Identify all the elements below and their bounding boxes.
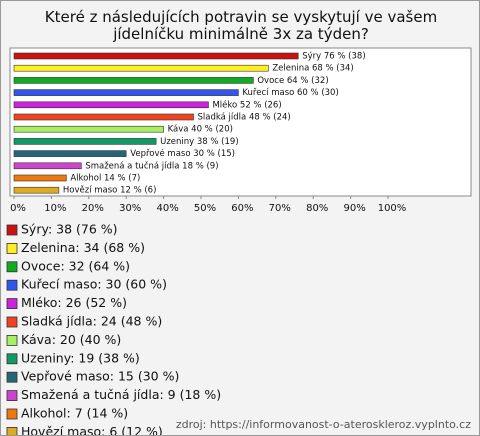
- bar: [13, 113, 194, 121]
- x-tick-label: 30%: [119, 203, 141, 214]
- bar: [13, 64, 269, 72]
- bar-label: Alkohol 14 % (7): [70, 174, 140, 184]
- bar: [13, 77, 254, 84]
- bar: [13, 52, 299, 60]
- legend-label: Káva: 20 (40 %): [21, 332, 121, 347]
- bar: [13, 138, 157, 145]
- legend-swatch: [6, 298, 18, 310]
- bar-label: Mléko 52 % (26): [212, 99, 281, 110]
- legend-label: Vepřové maso: 15 (30 %): [21, 369, 179, 384]
- legend-label: Mléko: 26 (52 %): [21, 295, 127, 310]
- bar-label: Sýry 76 % (38): [302, 52, 365, 62]
- legend-swatch: [6, 242, 18, 254]
- legend-label: Sladká jídla: 24 (48 %): [21, 314, 162, 329]
- legend-label: Sýry: 38 (76 %): [21, 222, 118, 237]
- x-tick-label: 50%: [194, 203, 216, 214]
- bar-label: Zelenina 68 % (34): [272, 64, 353, 74]
- bar: [13, 174, 67, 182]
- x-tick-label: 60%: [231, 203, 253, 214]
- x-tick-label: 10%: [44, 203, 66, 214]
- x-tick-label: 20%: [82, 203, 104, 214]
- x-tick-label: 70%: [269, 203, 291, 214]
- bar-label: Sladká jídla 48 % (24): [198, 113, 291, 123]
- legend-label: Hovězí maso: 6 (12 %): [21, 424, 163, 435]
- legend-label: Smažená a tučná jídla: 9 (18 %): [21, 387, 221, 402]
- bar: [13, 150, 127, 157]
- legend-swatch: [6, 353, 18, 365]
- legend-label: Ovoce: 32 (64 %): [21, 258, 130, 273]
- bar-label: Smažená a tučná jídla 18 % (9): [85, 160, 218, 171]
- plot-frame: [9, 47, 472, 197]
- x-tick-label: 40%: [156, 203, 178, 214]
- legend-swatch: [6, 334, 18, 346]
- bar: [13, 101, 209, 109]
- x-tick-label: 90%: [343, 203, 365, 214]
- legend-swatch: [6, 224, 18, 236]
- legend-swatch: [6, 390, 18, 402]
- bar: [13, 89, 239, 96]
- bar-label: Kuřecí maso 60 % (30): [242, 88, 338, 98]
- chart-title: Které z následujících potravin se vyskyt…: [44, 8, 438, 43]
- legend-swatch: [6, 426, 18, 435]
- x-tick-label: 100%: [378, 203, 407, 214]
- bar: [13, 186, 60, 194]
- bar: [13, 125, 164, 133]
- source: zdroj: https://informovanost-o-ateroskle…: [176, 418, 471, 431]
- x-tick-label: 0%: [10, 203, 26, 214]
- bar-label: Uzeniny 38 % (19): [160, 137, 239, 147]
- bar: [13, 162, 82, 170]
- legend-label: Zelenina: 34 (68 %): [21, 240, 145, 255]
- bar-label: Vepřové maso 30 % (15): [130, 148, 235, 159]
- bar-label: Ovoce 64 % (32): [257, 76, 328, 86]
- legend-label: Kuřecí maso: 30 (60 %): [21, 277, 167, 292]
- bar-label: Hovězí maso 12 % (6): [63, 186, 157, 196]
- legend-label: Uzeniny: 19 (38 %): [21, 350, 140, 365]
- legend-swatch: [6, 371, 18, 383]
- x-tick-label: 80%: [306, 203, 328, 214]
- legend-swatch: [6, 316, 18, 328]
- legend-swatch: [6, 279, 18, 291]
- legend-swatch: [6, 408, 18, 420]
- bar-label: Káva 40 % (20): [168, 125, 233, 135]
- legend-label: Alkohol: 7 (14 %): [21, 406, 128, 421]
- legend-swatch: [6, 261, 18, 273]
